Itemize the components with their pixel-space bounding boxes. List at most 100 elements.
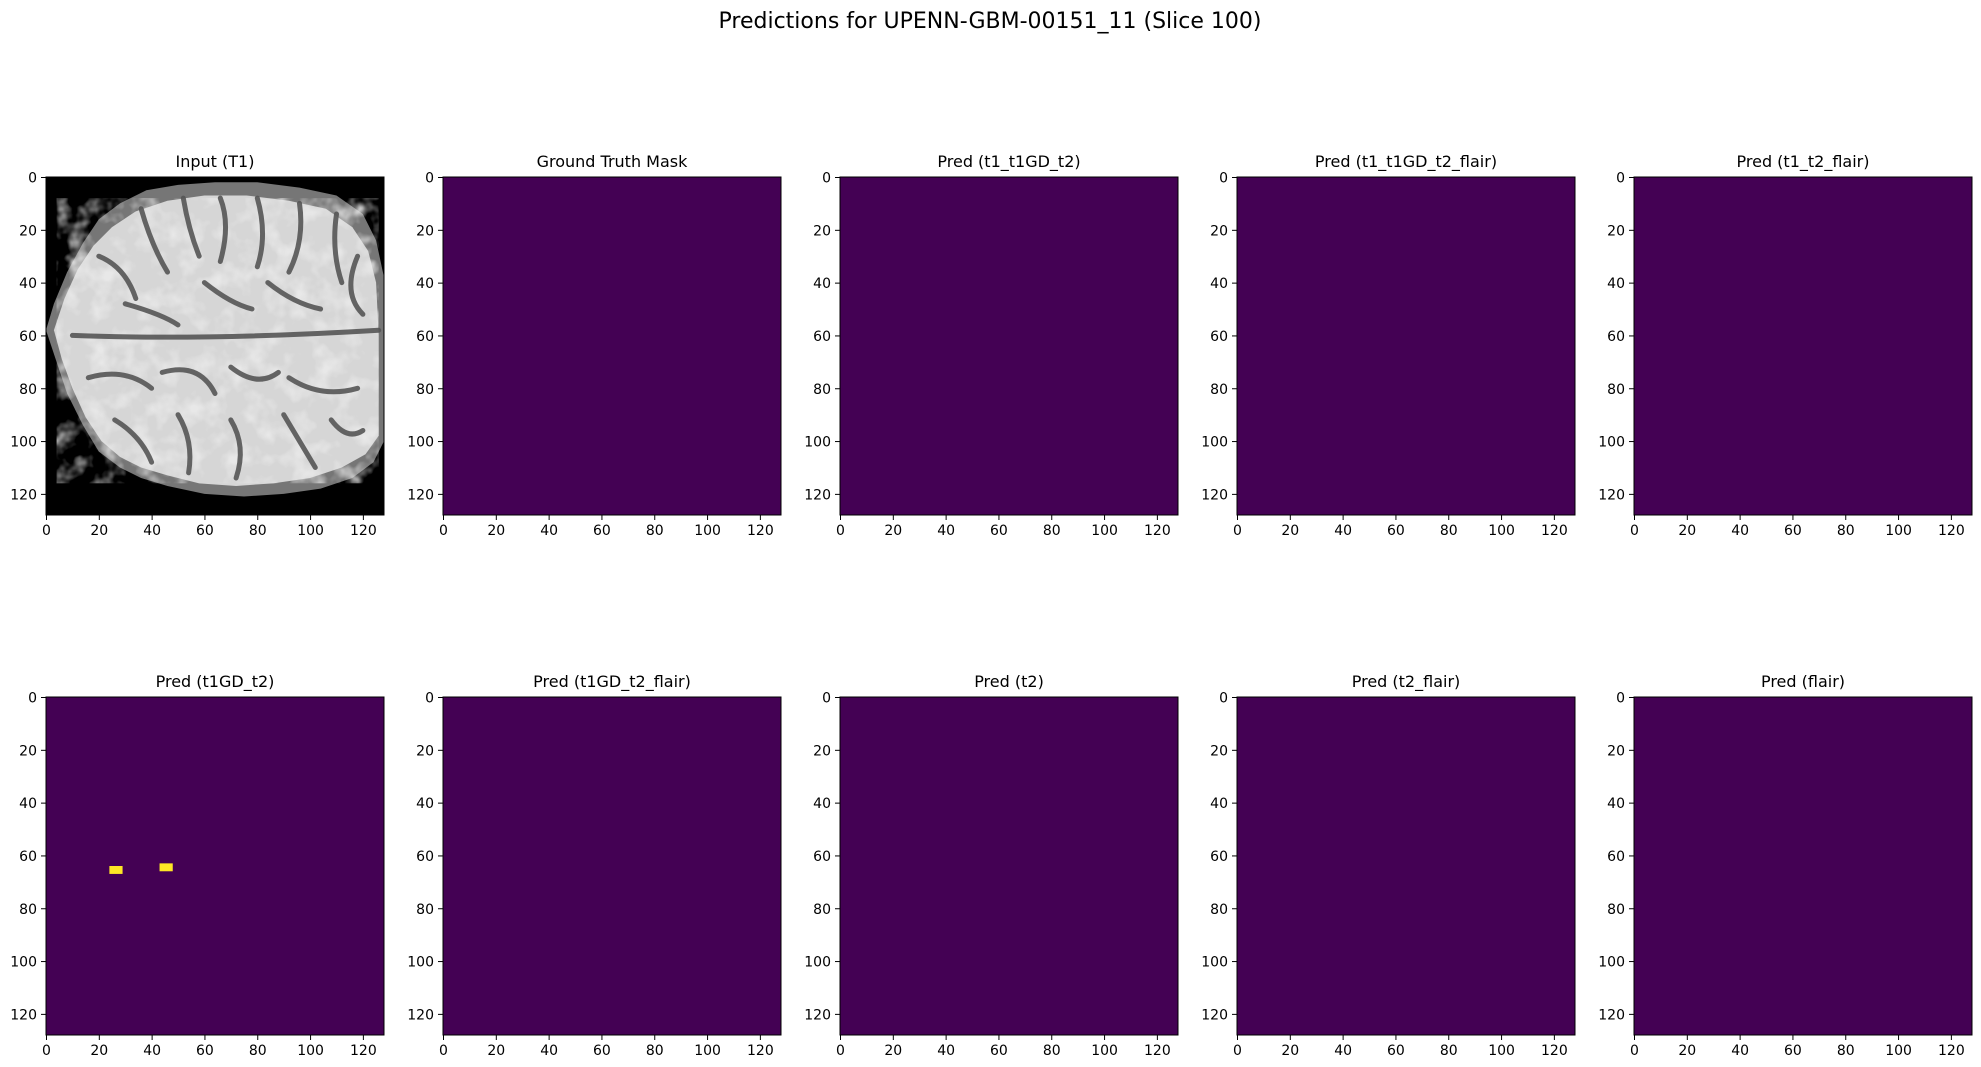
subplot-title: Pred (t1GD_t2): [156, 672, 275, 692]
mri-sulcus: [348, 253, 366, 317]
subplot-panel: Input (T1) 0 20 40 60 80 100 120 0 20 40 60 80 100 120: [10, 152, 385, 539]
y-tick-label: 0: [1616, 691, 1625, 707]
y-tick-label: 60: [813, 329, 831, 345]
x-tick-label: 120: [350, 1043, 377, 1059]
y-tick-label: 40: [1607, 276, 1625, 292]
x-tick-label: 0: [1233, 523, 1242, 539]
subplot-panel: Pred (t1_t1GD_t2) 0 20 40 60 80 100 120 0 20 40 60 8…: [804, 152, 1179, 539]
axes-frame: [442, 696, 782, 1036]
x-tick-label: 0: [836, 523, 845, 539]
mask-background: [443, 177, 781, 515]
y-tick-label: 20: [19, 223, 37, 239]
mri-brain: [46, 182, 384, 497]
axes-frame: [1633, 696, 1973, 1036]
subplot-panel: Pred (t1GD_t2_flair) 0 20 40 60 80 100 120 0 20 40…: [407, 672, 782, 1059]
y-tick-label: 80: [19, 382, 37, 398]
x-tick-label: 80: [646, 523, 664, 539]
x-tick-label: 40: [143, 1043, 161, 1059]
subplot-title: Pred (t1_t2_flair): [1737, 152, 1870, 172]
x-tick-label: 100: [1488, 1043, 1515, 1059]
y-tick-label: 120: [407, 487, 434, 503]
x-tick-label: 100: [1885, 523, 1912, 539]
y-tick-label: 80: [1607, 382, 1625, 398]
y-tick-label: 100: [10, 955, 37, 971]
x-tick-label: 60: [593, 1043, 611, 1059]
y-tick-label: 20: [416, 223, 434, 239]
y-tick-label: 60: [19, 849, 37, 865]
y-tick-label: 100: [1201, 955, 1228, 971]
mask-region: [109, 866, 123, 874]
y-tick-label: 60: [416, 329, 434, 345]
mask-background: [46, 697, 384, 1035]
y-tick-label: 80: [1210, 382, 1228, 398]
y-tick-label: 20: [19, 743, 37, 759]
x-tick-label: 0: [1233, 1043, 1242, 1059]
x-tick-label: 80: [1043, 1043, 1061, 1059]
x-tick-label: 60: [1784, 523, 1802, 539]
x-tick-label: 80: [1440, 523, 1458, 539]
x-tick-label: 80: [1837, 1043, 1855, 1059]
y-tick-label: 120: [10, 1007, 37, 1023]
x-tick-label: 80: [1837, 523, 1855, 539]
x-tick-label: 0: [439, 523, 448, 539]
y-tick-label: 40: [416, 276, 434, 292]
axes-frame: [442, 176, 782, 516]
subplot-title: Pred (t2_flair): [1352, 672, 1461, 692]
x-tick-label: 20: [1678, 523, 1696, 539]
mask-background: [840, 177, 1178, 515]
mask-background: [443, 697, 781, 1035]
y-tick-label: 40: [813, 276, 831, 292]
x-tick-label: 20: [1281, 1043, 1299, 1059]
x-tick-label: 120: [1541, 523, 1568, 539]
y-tick-label: 40: [1607, 796, 1625, 812]
x-tick-label: 40: [1334, 523, 1352, 539]
y-tick-label: 120: [1201, 487, 1228, 503]
y-tick-label: 40: [1210, 796, 1228, 812]
y-tick-label: 40: [416, 796, 434, 812]
x-tick-label: 20: [1678, 1043, 1696, 1059]
x-tick-label: 0: [836, 1043, 845, 1059]
y-tick-label: 60: [1607, 329, 1625, 345]
y-tick-label: 120: [804, 487, 831, 503]
subplot-grid: Input (T1) 0 20 40 60 80 100 120 0 20 40 60 80 100 120…: [10, 152, 1973, 1059]
mri-sulcus: [286, 200, 304, 275]
figure-title: Predictions for UPENN-GBM-00151_11 (Slic…: [719, 9, 1262, 34]
x-tick-label: 100: [297, 523, 324, 539]
mri-sulcus: [69, 327, 382, 340]
y-tick-label: 0: [425, 691, 434, 707]
subplot-panel: Pred (t1_t2_flair) 0 20 40 60 80 100 120 0 20 40 60…: [1598, 152, 1973, 539]
y-tick-label: 60: [1210, 849, 1228, 865]
mri-sulcus: [217, 195, 228, 264]
y-tick-label: 60: [19, 329, 37, 345]
x-tick-label: 60: [196, 1043, 214, 1059]
x-tick-label: 100: [1488, 523, 1515, 539]
x-tick-label: 40: [1334, 1043, 1352, 1059]
x-tick-label: 80: [249, 1043, 267, 1059]
subplot-title: Pred (flair): [1761, 672, 1845, 691]
x-tick-label: 120: [1541, 1043, 1568, 1059]
mri-sulcus: [281, 412, 318, 470]
mask-background: [1634, 697, 1972, 1035]
y-tick-label: 80: [416, 382, 434, 398]
x-tick-label: 60: [1387, 523, 1405, 539]
mri-sulcus: [328, 417, 366, 437]
mri-sulcus: [122, 301, 181, 328]
y-tick-label: 60: [1210, 329, 1228, 345]
y-tick-label: 0: [1219, 691, 1228, 707]
y-tick-label: 100: [804, 435, 831, 451]
y-tick-label: 80: [416, 902, 434, 918]
x-tick-label: 40: [540, 523, 558, 539]
x-tick-label: 100: [297, 1043, 324, 1059]
y-tick-label: 20: [416, 743, 434, 759]
x-tick-label: 40: [1731, 1043, 1749, 1059]
mask-background: [1634, 177, 1972, 515]
x-tick-label: 100: [1091, 1043, 1118, 1059]
mri-sulcus: [138, 206, 170, 275]
y-tick-label: 60: [416, 849, 434, 865]
subplot-panel: Ground Truth Mask 0 20 40 60 80 100 120 0 20 40 60 8…: [407, 152, 782, 539]
mri-sulcus: [180, 195, 202, 259]
x-tick-label: 0: [42, 1043, 51, 1059]
axes-frame: [839, 176, 1179, 516]
subplot-panel: Pred (t2_flair) 0 20 40 60 80 100 120 0 20 40 60 80 1…: [1201, 672, 1576, 1059]
mri-sulcus: [228, 417, 243, 481]
